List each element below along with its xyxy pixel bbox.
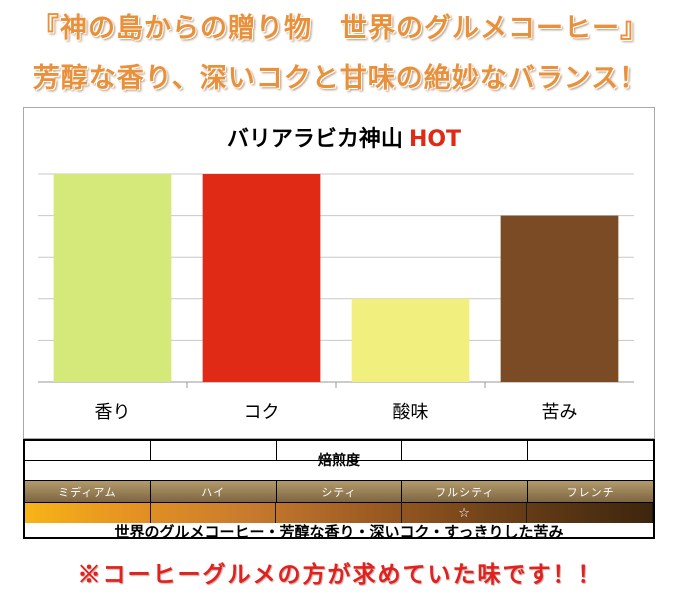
chart-frame: バリアラビカ神山 HOT 香り コク 酸味 苦み (23, 107, 655, 439)
roast-level-row: ミディアム ハイ シティ フルシティ フレンチ (25, 481, 653, 503)
roast-gradient-bar: ☆ (25, 503, 653, 523)
roast-level-label: ミディアム (25, 481, 151, 502)
roast-level-label: ハイ (150, 481, 277, 502)
roast-level-label: シティ (276, 481, 403, 502)
bar-chart: バリアラビカ神山 HOT 香り コク 酸味 苦み (38, 126, 634, 423)
roast-description: 世界のグルメコーヒー・芳醇な香り・深いコク・すっきりした苦み (114, 522, 564, 541)
roast-header-row (25, 441, 653, 461)
x-tick-label: 苦み (542, 402, 578, 423)
roast-level-label: フレンチ (528, 481, 653, 502)
roast-degree-table: 焙煎度 ミディアム ハイ シティ フルシティ フレンチ ☆ 世界のグルメコーヒー・芳醇な… (23, 439, 655, 541)
roast-gradient-cell (527, 503, 653, 523)
footer-note: ※コーヒーグルメの方が求めていた味です！！ (77, 561, 603, 588)
bar-1 (53, 174, 172, 382)
chart-title-main: バリアラビカ神山 (227, 126, 403, 152)
x-tick-label: コク (244, 402, 280, 423)
chart-title: バリアラビカ神山 HOT (227, 126, 461, 152)
roast-gradient-cell: ☆ (402, 503, 528, 523)
x-tick-label: 酸味 (393, 402, 429, 423)
banner-line-1: 『神の島からの贈り物 世界のグルメコーヒー』 (32, 13, 648, 44)
bar-4 (500, 215, 619, 382)
roast-gradient-cell (276, 503, 402, 523)
roast-degree-title: 焙煎度 (318, 453, 360, 469)
bar-2 (202, 174, 321, 382)
banner-line-2: 芳醇な香り、深いコクと甘味の絶妙なバランス！ (32, 63, 648, 94)
chart-title-suffix: HOT (409, 127, 461, 152)
roast-gradient-block: ☆ (25, 503, 653, 537)
roast-gradient-cell (25, 503, 151, 523)
bar-3 (351, 298, 470, 382)
roast-level-label: フルシティ (402, 481, 529, 502)
roast-gradient-cell (151, 503, 277, 523)
x-tick-label: 香り (95, 402, 131, 423)
star-icon: ☆ (458, 505, 470, 521)
